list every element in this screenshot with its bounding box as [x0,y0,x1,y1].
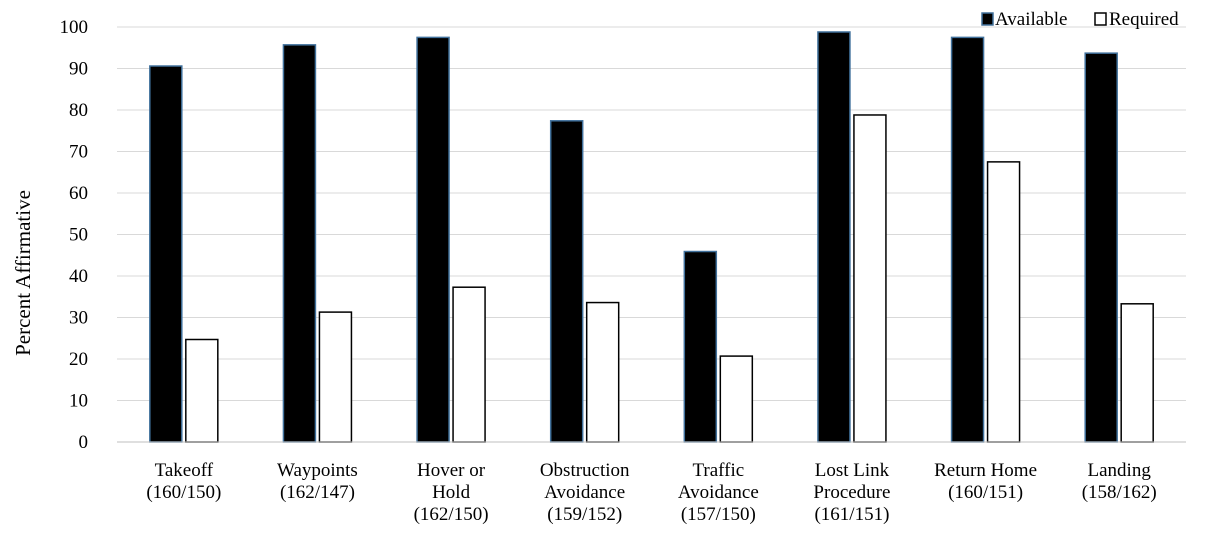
y-tick-label: 100 [60,17,89,38]
y-tick-label: 10 [69,391,88,412]
x-tick-label-line: Hover or [417,460,486,481]
gridlines [117,26,1186,401]
x-tick-label: Return Home (160/151) [934,460,1037,503]
bar-required-3 [585,301,620,443]
legend-label-required: Required [1109,9,1179,30]
bar-available-6 [950,36,985,443]
x-tick-label-line: Traffic [692,460,744,481]
x-tick-label-line: Avoidance [544,482,625,503]
y-tick-label: 70 [69,142,88,163]
y-tick-label: 0 [79,432,89,453]
x-tick-label-line: Procedure [813,482,890,503]
y-tick-label: 20 [69,349,88,370]
bar-required-5 [853,114,887,443]
legend-swatch-required [1094,12,1107,26]
x-tick-label-line: Return Home [934,460,1037,481]
bar-available-1 [282,44,317,443]
x-tick-label-line: (160/150) [146,482,221,503]
x-tick-label-line: Hold [432,482,471,503]
bar-required-4 [719,355,754,443]
legend-label-available: Available [995,9,1067,30]
x-tick-label: Lost Link Procedure (161/151) [813,460,890,525]
y-tick-label: 60 [69,183,88,204]
bar-available-5 [817,31,851,443]
x-tick-label: Obstruction Avoidance (159/152) [540,460,630,525]
x-tick-label-line: Avoidance [678,482,759,503]
x-tick-label-line: Takeoff [155,460,214,481]
y-tick-label: 80 [69,100,88,121]
bar-available-2 [416,36,450,443]
y-tick-label: 40 [69,266,88,287]
x-tick-label-line: (159/152) [547,504,622,525]
x-tick-label-line: (157/150) [681,504,756,525]
x-tick-label-line: (162/150) [414,504,489,525]
x-tick-label: Waypoints (162/147) [277,460,358,503]
legend-swatch-available [981,12,994,26]
bar-required-6 [986,161,1021,443]
x-tick-label-line: Landing [1088,460,1152,481]
x-tick-label-line: (160/151) [948,482,1023,503]
x-tick-label-line: (158/162) [1082,482,1157,503]
bar-available-3 [549,120,584,443]
x-tick-label: Takeoff (160/150) [146,460,221,503]
bar-required-7 [1120,303,1154,443]
x-tick-label-line: (162/147) [280,482,355,503]
x-tick-label: Hover or Hold (162/150) [414,460,489,525]
y-tick-label: 50 [69,225,88,246]
x-tick-label-line: Lost Link [815,460,890,481]
bar-available-4 [683,250,718,443]
y-axis: 0 10 20 30 40 50 60 70 80 90 100 [60,17,89,453]
x-tick-label: Landing (158/162) [1082,460,1157,503]
bar-required-0 [185,338,219,443]
legend: Available Required [981,9,1179,30]
y-axis-title: Percent Affirmative [11,190,35,356]
y-tick-label: 90 [69,59,88,80]
x-axis: Takeoff (160/150) Waypoints (162/147) Hover … [117,441,1186,525]
bar-required-1 [318,311,353,443]
y-tick-label: 30 [69,308,88,329]
bar-required-2 [452,286,486,443]
x-tick-label: Traffic Avoidance (157/150) [678,460,759,525]
x-tick-label-line: (161/151) [814,504,889,525]
x-tick-label-line: Waypoints [277,460,358,481]
bar-available-7 [1084,52,1118,443]
bar-available-0 [149,65,183,443]
x-tick-label-line: Obstruction [540,460,630,481]
bars [149,31,1154,443]
